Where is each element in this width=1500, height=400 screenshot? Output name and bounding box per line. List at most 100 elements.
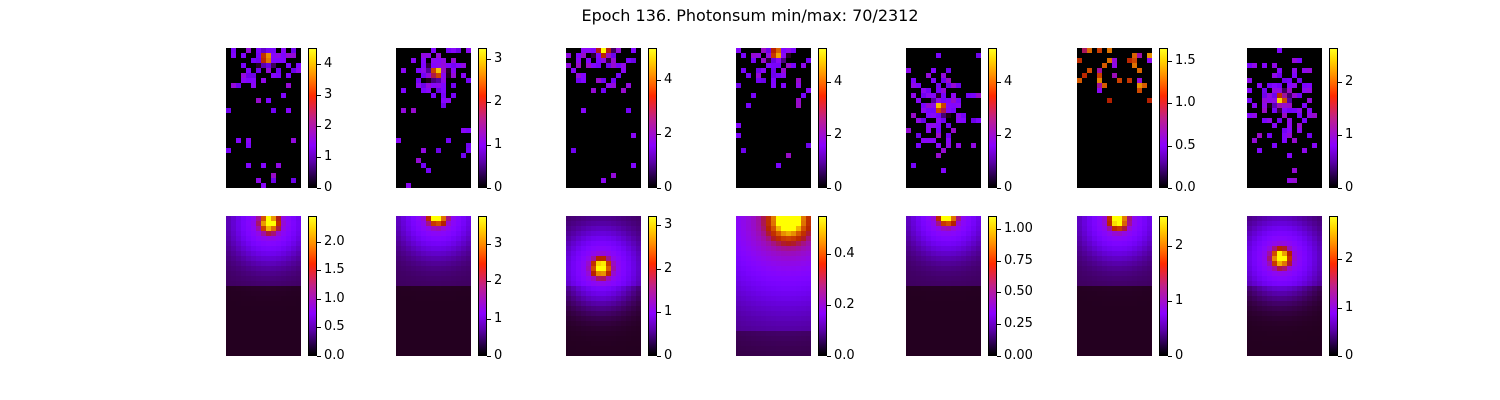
colorbar-tick	[1338, 259, 1342, 260]
colorbar-r1-c3	[818, 216, 827, 356]
colorbar-tick	[1168, 246, 1172, 247]
colorbar-tick	[317, 327, 321, 328]
colorbar-tick	[997, 261, 1001, 262]
heatmap-r1-c6	[1247, 216, 1322, 356]
heatmap-r1-c4	[906, 216, 981, 356]
colorbar-r1-c5	[1159, 216, 1168, 356]
colorbar-tick-label: 0.2	[834, 297, 855, 312]
colorbar-tick-label: 0.4	[834, 246, 855, 261]
colorbar-tick	[1338, 82, 1342, 83]
colorbar-tick	[997, 229, 1001, 230]
heatmap-r0-c6	[1247, 48, 1322, 188]
colorbar-tick	[827, 135, 831, 136]
colorbar-tick	[1338, 356, 1342, 357]
colorbar-tick-label: 1.00	[1004, 221, 1033, 236]
heatmap-image-r0-c0	[226, 48, 301, 188]
colorbar-tick-label: 0	[1175, 348, 1184, 363]
colorbar-tick-label: 4	[1004, 74, 1013, 89]
colorbar-tick-label: 0.0	[324, 348, 345, 363]
colorbar-tick-label: 1	[1175, 293, 1184, 308]
colorbar-tick-label: 0	[834, 180, 843, 195]
colorbar-tick	[827, 356, 831, 357]
heatmap-image-r0-c6	[1247, 48, 1322, 188]
colorbar-tick	[997, 324, 1001, 325]
heatmap-r0-c1	[396, 48, 471, 188]
colorbar-tick-label: 2	[1004, 127, 1013, 142]
colorbar-tick	[487, 59, 491, 60]
colorbar-r0-c5	[1159, 48, 1168, 188]
colorbar-tick	[1338, 135, 1342, 136]
colorbar-tick-label: 1.5	[1175, 53, 1196, 68]
colorbar-tick-label: 1	[1345, 127, 1354, 142]
colorbar-tick-label: 0.0	[1175, 180, 1196, 195]
colorbar-tick	[1168, 61, 1172, 62]
colorbar-tick-label: 0.50	[1004, 284, 1033, 299]
colorbar-tick-label: 2	[1175, 238, 1184, 253]
colorbar-tick-label: 0	[494, 348, 503, 363]
heatmap-image-r0-c2	[566, 48, 641, 188]
heatmap-image-r1-c4	[906, 216, 981, 356]
colorbar-tick	[997, 188, 1001, 189]
heatmap-image-r0-c3	[736, 48, 811, 188]
colorbar-r1-c0	[308, 216, 317, 356]
colorbar-tick	[317, 95, 321, 96]
colorbar-tick-label: 2	[1345, 74, 1354, 89]
colorbar-r0-c1	[478, 48, 487, 188]
colorbar-tick-label: 1	[324, 149, 333, 164]
colorbar-tick	[487, 319, 491, 320]
colorbar-r0-c3	[818, 48, 827, 188]
colorbar-r0-c0	[308, 48, 317, 188]
heatmap-r1-c2	[566, 216, 641, 356]
colorbar-tick-label: 4	[834, 74, 843, 89]
heatmap-image-r0-c5	[1077, 48, 1152, 188]
colorbar-tick	[657, 80, 661, 81]
colorbar-tick	[317, 64, 321, 65]
colorbar-tick	[317, 242, 321, 243]
colorbar-tick-label: 4	[324, 56, 333, 71]
colorbar-tick	[1338, 308, 1342, 309]
colorbar-tick	[487, 244, 491, 245]
colorbar-tick	[1338, 188, 1342, 189]
heatmap-r0-c3	[736, 48, 811, 188]
colorbar-tick-label: 1.0	[1175, 95, 1196, 110]
colorbar-tick-label: 0	[1345, 180, 1354, 195]
colorbar-tick-label: 2	[664, 126, 673, 141]
colorbar-r0-c2	[648, 48, 657, 188]
colorbar-r1-c2	[648, 216, 657, 356]
colorbar-tick	[487, 102, 491, 103]
colorbar-tick	[997, 292, 1001, 293]
colorbar-tick-label: 2	[1345, 251, 1354, 266]
colorbar-tick-label: 2	[664, 261, 673, 276]
colorbar-tick	[317, 157, 321, 158]
colorbar-tick	[1168, 103, 1172, 104]
colorbar-r1-c1	[478, 216, 487, 356]
colorbar-tick	[657, 225, 661, 226]
colorbar-tick	[487, 281, 491, 282]
colorbar-tick-label: 3	[664, 217, 673, 232]
colorbar-tick	[487, 356, 491, 357]
colorbar-tick	[657, 269, 661, 270]
colorbar-tick-label: 0.00	[1004, 348, 1033, 363]
heatmap-image-r0-c4	[906, 48, 981, 188]
colorbar-r1-c4	[988, 216, 997, 356]
colorbar-tick	[317, 126, 321, 127]
heatmap-image-r0-c1	[396, 48, 471, 188]
heatmap-image-r1-c0	[226, 216, 301, 356]
colorbar-tick-label: 0.75	[1004, 253, 1033, 268]
colorbar-tick-label: 4	[664, 72, 673, 87]
colorbar-tick-label: 3	[494, 51, 503, 66]
heatmap-image-r1-c6	[1247, 216, 1322, 356]
colorbar-tick	[827, 305, 831, 306]
colorbar-tick	[657, 312, 661, 313]
colorbar-tick	[657, 356, 661, 357]
colorbar-tick-label: 2.0	[324, 234, 345, 249]
heatmap-r0-c5	[1077, 48, 1152, 188]
colorbar-tick-label: 0	[494, 180, 503, 195]
colorbar-tick-label: 0	[1004, 180, 1013, 195]
heatmap-r1-c1	[396, 216, 471, 356]
colorbar-tick-label: 3	[494, 236, 503, 251]
colorbar-tick	[827, 254, 831, 255]
colorbar-tick-label: 1	[494, 311, 503, 326]
